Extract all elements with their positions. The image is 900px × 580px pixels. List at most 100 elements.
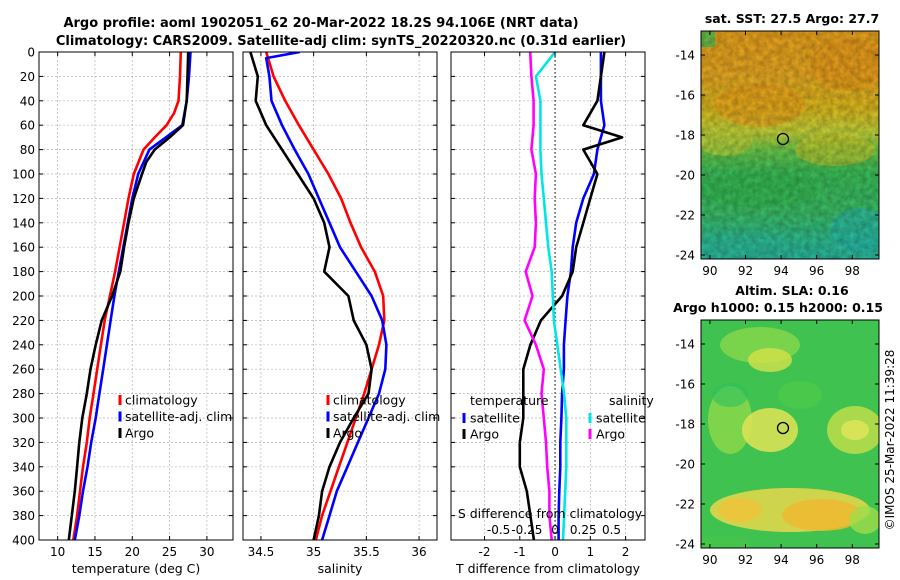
y-tick-label: 380 bbox=[12, 509, 35, 523]
series-line-t-satellite bbox=[557, 52, 606, 540]
y-tick-label: 40 bbox=[20, 94, 35, 108]
series-line-climatology bbox=[264, 52, 386, 540]
map-x-tick-label: 92 bbox=[738, 553, 753, 567]
y-tick-label: 260 bbox=[12, 363, 35, 377]
x-tick-label: 15 bbox=[87, 545, 102, 559]
sst-profile-location-marker bbox=[776, 132, 790, 146]
s-tick-label: -0.25 bbox=[511, 523, 542, 537]
y-tick-label: 80 bbox=[20, 143, 35, 157]
map-x-tick-label: 94 bbox=[773, 553, 788, 567]
y-tick-label: 340 bbox=[12, 460, 35, 474]
sla-texture bbox=[701, 327, 879, 548]
map-y-tick-label: -24 bbox=[675, 249, 695, 263]
s-tick-label: 0.25 bbox=[570, 523, 597, 537]
map-y-tick-label: -22 bbox=[675, 498, 695, 512]
sst-map-axes: 90 92 94 96 98 -14 -16 -18 -20 -22 -24 bbox=[675, 30, 880, 278]
series-line-argo bbox=[249, 52, 373, 540]
legend-label: satellite bbox=[596, 411, 646, 426]
legend-t-title: temperature bbox=[470, 393, 549, 408]
y-tick-label: 140 bbox=[12, 216, 35, 230]
map-x-tick-label: 96 bbox=[809, 553, 824, 567]
s-tick-label: 0 bbox=[551, 523, 559, 537]
legend-label: Argo bbox=[125, 426, 154, 441]
s-tick-label: -0.5 bbox=[487, 523, 510, 537]
figure-title-line2: Climatology: CARS2009. Satellite-adj cli… bbox=[56, 34, 626, 49]
series-line-s-satellite bbox=[534, 52, 568, 540]
y-tick-label: 240 bbox=[12, 338, 35, 352]
map-x-tick-label: 98 bbox=[845, 264, 860, 278]
x-tick-label: 35.5 bbox=[353, 545, 380, 559]
x-axis-label: temperature (deg C) bbox=[72, 561, 201, 576]
legend-label: Argo bbox=[333, 426, 362, 441]
x-axis-label: salinity bbox=[318, 561, 363, 576]
s-axis-label: S difference from climatology bbox=[458, 506, 643, 521]
sla-map-axes: 90 92 94 96 98 -14 -16 -18 -20 -22 -24 bbox=[675, 319, 880, 567]
salinity-profile-panel: 34.5 35 35.5 36 salinity climatologysatellite… bbox=[242, 51, 440, 576]
series-group bbox=[518, 52, 624, 540]
figure-title-line1: Argo profile: aoml 1902051_62 20-Mar-202… bbox=[63, 16, 578, 31]
y-tick-label: 320 bbox=[12, 436, 35, 450]
series-line-satellite-adj-clim bbox=[264, 52, 388, 540]
map-y-tick-label: -16 bbox=[675, 378, 695, 392]
map-y-tick-label: -18 bbox=[675, 418, 695, 432]
difference-profile-panel: -2 -1 0 1 2 T difference from climatology temp… bbox=[450, 51, 654, 576]
y-tick-label: 0 bbox=[27, 46, 35, 60]
map-y-tick-label: -24 bbox=[675, 538, 695, 552]
sst-map-title: sat. SST: 27.5 Argo: 27.7 bbox=[705, 11, 879, 26]
grid-lines bbox=[39, 51, 233, 541]
sla-map bbox=[701, 320, 879, 548]
y-tick-label: 220 bbox=[12, 314, 35, 328]
map-x-tick-label: 90 bbox=[702, 264, 717, 278]
x-tick-label: 20 bbox=[125, 545, 140, 559]
sla-map-title-line1: Altim. SLA: 0.16 bbox=[735, 283, 849, 298]
sla-profile-location-marker bbox=[776, 421, 790, 435]
x-tick-label: 2 bbox=[622, 545, 630, 559]
legend-s-title: salinity bbox=[609, 393, 654, 408]
sst-texture bbox=[701, 31, 879, 259]
y-tick-label: 160 bbox=[12, 241, 35, 255]
x-tick-label: -2 bbox=[479, 545, 491, 559]
legend-label: satellite-adj. clim bbox=[125, 409, 232, 424]
y-tick-label: 120 bbox=[12, 192, 35, 206]
y-tick-label: 280 bbox=[12, 387, 35, 401]
y-tick-label: 180 bbox=[12, 265, 35, 279]
x-axis-label: T difference from climatology bbox=[455, 561, 641, 576]
map-x-tick-label: 94 bbox=[773, 264, 788, 278]
map-y-tick-label: -16 bbox=[675, 89, 695, 103]
x-tick-label: 25 bbox=[162, 545, 177, 559]
y-tick-label: 300 bbox=[12, 412, 35, 426]
y-tick-label: 200 bbox=[12, 290, 35, 304]
map-frame bbox=[700, 30, 880, 260]
s-tick-label: 0.5 bbox=[602, 523, 621, 537]
map-y-tick-label: -18 bbox=[675, 129, 695, 143]
legend-label: Argo bbox=[470, 427, 499, 442]
x-tick-label: 1 bbox=[587, 545, 595, 559]
map-x-tick-label: 98 bbox=[845, 553, 860, 567]
series-line-argo bbox=[67, 52, 190, 540]
temperature-profile-panel: 0 20 40 60 80 100 120 140 160 180 200 220 240 260 280 3… bbox=[12, 46, 234, 576]
map-y-tick-label: -14 bbox=[675, 49, 695, 63]
map-y-tick-label: -14 bbox=[675, 338, 695, 352]
map-frame bbox=[700, 319, 880, 549]
series-line-t-argo bbox=[518, 52, 624, 540]
map-x-tick-label: 92 bbox=[738, 264, 753, 278]
y-tick-label: 360 bbox=[12, 485, 35, 499]
series-group bbox=[67, 52, 192, 540]
imos-credit: ©IMOS 25-Mar-2022 11:39:28 bbox=[883, 350, 897, 531]
map-y-tick-label: -22 bbox=[675, 209, 695, 223]
x-tick-label: 35 bbox=[306, 545, 321, 559]
y-tick-label: 60 bbox=[20, 119, 35, 133]
legend-label: satellite bbox=[470, 411, 520, 426]
y-tick-label: 100 bbox=[12, 168, 35, 182]
sla-map-title-line2: Argo h1000: 0.15 h2000: 0.15 bbox=[673, 300, 883, 315]
legend-label: Argo bbox=[596, 427, 625, 442]
series-line-climatology bbox=[72, 52, 183, 540]
legend-label: satellite-adj. clim bbox=[333, 409, 440, 424]
map-x-tick-label: 96 bbox=[809, 264, 824, 278]
map-y-tick-label: -20 bbox=[675, 169, 695, 183]
map-y-tick-label: -20 bbox=[675, 458, 695, 472]
sst-map bbox=[701, 31, 879, 259]
x-tick-label: 10 bbox=[50, 545, 65, 559]
y-tick-label: 400 bbox=[12, 534, 35, 548]
